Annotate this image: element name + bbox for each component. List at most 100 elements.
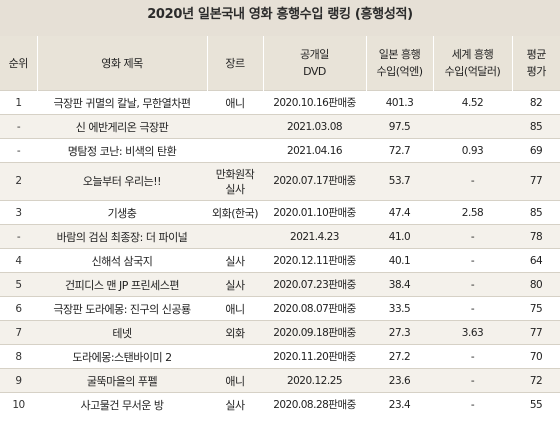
cell-japan: 40.1 [366,248,433,273]
cell-rank: 5 [0,272,37,297]
cell-world: - [433,162,512,201]
cell-world: - [433,368,512,393]
cell-rating: 64 [512,248,560,273]
cell-japan: 401.3 [366,90,433,115]
table-row: - 신 에반게리온 극장판 2021.03.08 97.5 85 [0,114,560,139]
cell-title: 신 에반게리온 극장판 [37,114,207,139]
cell-rank: 1 [0,90,37,115]
header-genre: 장르 [207,36,264,91]
cell-world: - [433,296,512,321]
cell-japan: 27.2 [366,344,433,369]
table-row: 5 건피디스 맨 JP 프린세스편 실사 2020.07.23판매중 38.4 … [0,272,560,297]
cell-release: 2020.08.28판매중 [263,392,366,416]
table-row: 2 오늘부터 우리는!! 만화원작 실사 2020.07.17판매중 53.7 -… [0,162,560,201]
cell-title: 테넷 [37,320,207,345]
cell-rank: 2 [0,162,37,201]
table-row: 1 극장판 귀멸의 칼날, 무한열차편 애니 2020.10.16판매중 401… [0,90,560,115]
cell-title: 극장판 도라에몽: 진구의 신공룡 [37,296,207,321]
table-row: 9 굴뚝마을의 푸펠 애니 2020.12.25 23.6 - 72 [0,368,560,393]
header-world-box-office: 세계 흥행 수입(억달러) [433,36,513,91]
table-row: 7 테넷 외화 2020.09.18판매중 27.3 3.63 77 [0,320,560,345]
cell-genre: 만화원작 실사 [207,162,263,201]
cell-title: 신해석 삼국지 [37,248,207,273]
cell-rating: 80 [512,272,560,297]
cell-world: 2.58 [433,200,512,225]
cell-japan: 38.4 [366,272,433,297]
cell-genre: 외화 [207,320,263,345]
cell-japan: 27.3 [366,320,433,345]
cell-rating: 55 [512,392,560,416]
header-world-line2: 수입(억달러) [444,65,501,78]
cell-rating: 85 [512,114,560,139]
cell-genre-line1: 만화원작 [215,167,255,181]
cell-genre: 실사 [207,272,263,297]
cell-genre: 애니 [207,296,263,321]
cell-japan: 53.7 [366,162,433,201]
cell-world: - [433,272,512,297]
page-title: 2020년 일본국내 영화 흥행수입 랭킹 (흥행성적) [147,7,413,22]
cell-world: - [433,224,512,249]
cell-genre-line2: 실사 [225,182,245,196]
cell-title: 바람의 검심 최종장: 더 파이널 [37,224,207,249]
cell-genre: 애니 [207,90,263,115]
cell-genre [207,224,263,249]
cell-rating: 77 [512,320,560,345]
cell-genre [207,344,263,369]
cell-japan: 47.4 [366,200,433,225]
header-japan-line2: 수입(억엔) [376,65,423,78]
header-title-label: 영화 제목 [101,56,143,70]
cell-title: 오늘부터 우리는!! [37,162,207,201]
cell-world [433,114,512,139]
header-release-line2: DVD [303,65,326,78]
cell-world: 0.93 [433,138,512,163]
cell-rank: 10 [0,392,37,416]
cell-rating: 72 [512,368,560,393]
cell-release: 2020.09.18판매중 [263,320,366,345]
cell-rank: - [0,224,37,249]
cell-world: - [433,344,512,369]
header-rating-line2: 평가 [526,65,547,78]
table-row: 3 기생충 외화(한국) 2020.01.10판매중 47.4 2.58 85 [0,200,560,225]
cell-rank: 6 [0,296,37,321]
title-banner: 2020년 일본국내 영화 흥행수입 랭킹 (흥행성적) [0,0,560,36]
header-genre-label: 장르 [225,56,245,70]
cell-release: 2020.12.11판매중 [263,248,366,273]
header-rating-line1: 평균 [526,48,547,61]
cell-world: 4.52 [433,90,512,115]
cell-rank: - [0,114,37,139]
cell-japan: 23.6 [366,368,433,393]
cell-world: 3.63 [433,320,512,345]
cell-genre: 실사 [207,248,263,273]
table-row: 4 신해석 삼국지 실사 2020.12.11판매중 40.1 - 64 [0,248,560,273]
header-release-line1: 공개일 [300,48,329,61]
cell-title: 사고물건 무서운 방 [37,392,207,416]
cell-rating: 85 [512,200,560,225]
cell-rank: 7 [0,320,37,345]
table-row: 10 사고물건 무서운 방 실사 2020.08.28판매중 23.4 - 55 [0,392,560,416]
cell-genre [207,114,263,139]
header-rank-label: 순위 [8,56,29,70]
cell-japan: 41.0 [366,224,433,249]
header-japan-line1: 일본 흥행 [378,48,421,61]
cell-title: 기생충 [37,200,207,225]
header-rank: 순위 [0,36,38,91]
cell-rank: 3 [0,200,37,225]
cell-rating: 82 [512,90,560,115]
header-release: 공개일 DVD [263,36,367,91]
cell-rank: - [0,138,37,163]
cell-japan: 23.4 [366,392,433,416]
cell-rank: 8 [0,344,37,369]
cell-title: 굴뚝마을의 푸펠 [37,368,207,393]
cell-title: 명탐정 코난: 비색의 탄환 [37,138,207,163]
cell-rating: 75 [512,296,560,321]
cell-release: 2020.08.07판매중 [263,296,366,321]
table-row: - 명탐정 코난: 비색의 탄환 2021.04.16 72.7 0.93 69 [0,138,560,163]
cell-genre: 애니 [207,368,263,393]
cell-japan: 33.5 [366,296,433,321]
cell-release: 2020.07.17판매중 [263,162,366,201]
cell-title: 도라에몽:스탠바이미 2 [37,344,207,369]
cell-rank: 9 [0,368,37,393]
